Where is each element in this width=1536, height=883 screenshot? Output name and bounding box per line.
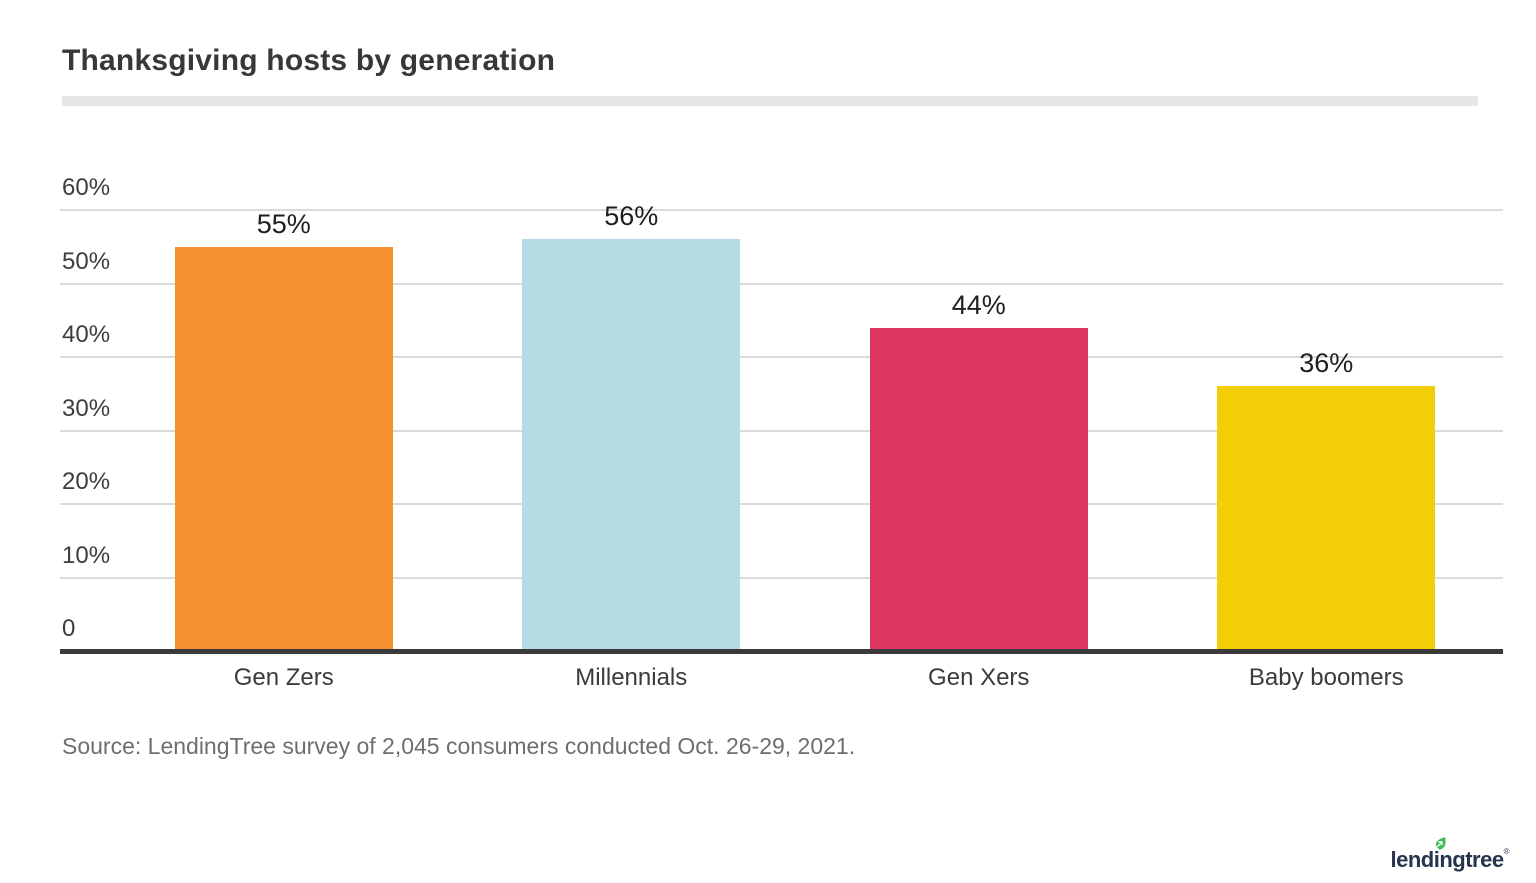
bar-gen-zers bbox=[174, 246, 393, 651]
bar-value-label: 36% bbox=[1299, 348, 1354, 379]
leaf-icon bbox=[1435, 837, 1446, 850]
lendingtree-logo: lendingtree® bbox=[1391, 835, 1510, 875]
x-axis-category-label: Gen Zers bbox=[233, 664, 334, 691]
x-axis-category-label: Millennials bbox=[575, 664, 688, 691]
y-axis-tick-label: 50% bbox=[62, 247, 111, 275]
gridline bbox=[60, 356, 1503, 358]
bar-gen-xers bbox=[869, 327, 1088, 651]
y-axis-tick-label: 40% bbox=[62, 321, 111, 348]
gridline bbox=[60, 503, 1503, 505]
y-axis-tick-label: 10% bbox=[62, 541, 111, 569]
x-axis-category-label: Gen Xers bbox=[928, 664, 1030, 691]
chart-title: Thanksgiving hosts by generation bbox=[62, 44, 556, 77]
source-note: Source: LendingTree survey of 2,045 cons… bbox=[62, 733, 856, 759]
registered-mark: ® bbox=[1503, 847, 1510, 856]
bar-value-label: 44% bbox=[951, 289, 1006, 320]
x-axis-line bbox=[60, 649, 1503, 654]
gridline bbox=[60, 576, 1503, 579]
bar-value-label: 56% bbox=[604, 201, 659, 232]
logo-text: lendingtree® bbox=[1391, 837, 1510, 873]
y-axis-tick-label: 30% bbox=[62, 394, 111, 422]
y-axis-tick-label: 0 bbox=[62, 615, 76, 642]
y-axis-tick-label: 20% bbox=[62, 468, 111, 495]
bar-millennials bbox=[522, 239, 741, 651]
gridline bbox=[60, 209, 1503, 211]
gridline bbox=[60, 429, 1503, 432]
title-divider bbox=[62, 96, 1478, 106]
bar-baby-boomers bbox=[1217, 386, 1436, 651]
x-axis-category-label: Baby boomers bbox=[1248, 664, 1404, 691]
gridline bbox=[60, 282, 1503, 285]
bar-value-label: 55% bbox=[256, 208, 311, 239]
y-axis-tick-label: 60% bbox=[62, 174, 111, 201]
